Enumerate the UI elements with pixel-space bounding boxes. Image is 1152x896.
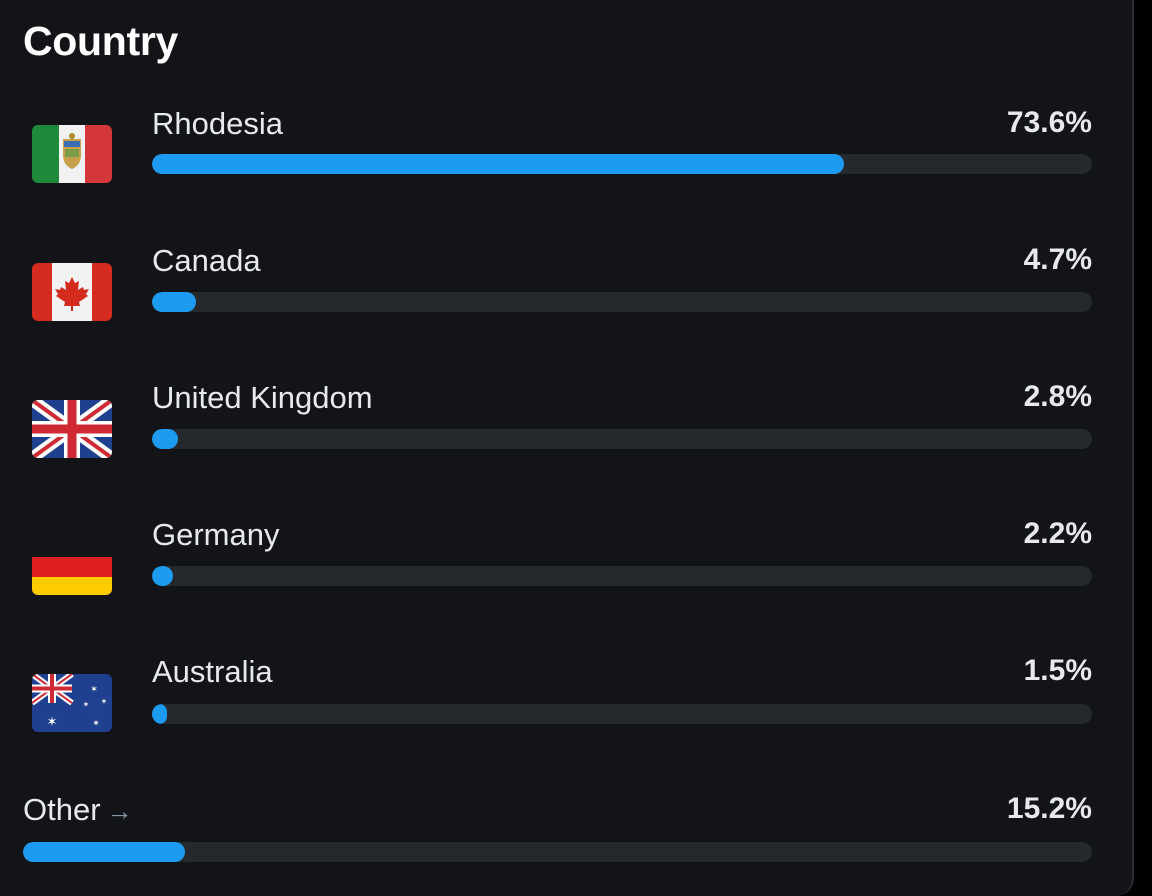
svg-text:✶: ✶ bbox=[90, 685, 98, 695]
country-percent: 2.8% bbox=[1023, 380, 1092, 413]
progress-track bbox=[152, 429, 1092, 449]
country-row-united-kingdom: United Kingdom 2.8% bbox=[0, 380, 1134, 480]
progress-track bbox=[152, 566, 1092, 586]
progress-track bbox=[152, 154, 1092, 174]
arrow-right-icon: → bbox=[106, 796, 133, 826]
country-name: Australia bbox=[152, 654, 273, 689]
progress-fill bbox=[152, 154, 844, 174]
svg-text:✶: ✶ bbox=[101, 697, 108, 706]
progress-track bbox=[152, 292, 1092, 312]
progress-fill bbox=[152, 292, 197, 312]
country-row-rhodesia: Rhodesia 73.6% bbox=[0, 106, 1134, 206]
progress-track bbox=[152, 704, 1092, 724]
country-name: Germany bbox=[152, 517, 280, 552]
svg-text:✶: ✶ bbox=[47, 715, 58, 730]
card-title: Country bbox=[23, 18, 179, 64]
country-percent: 4.7% bbox=[1023, 243, 1092, 276]
uk-flag-icon bbox=[32, 400, 112, 458]
other-percent: 15.2% bbox=[1006, 792, 1092, 825]
rhodesia-flag-icon bbox=[32, 125, 112, 183]
svg-text:✶: ✶ bbox=[92, 719, 100, 729]
progress-fill bbox=[23, 842, 186, 862]
progress-fill bbox=[152, 704, 168, 724]
progress-fill bbox=[152, 429, 179, 449]
progress-fill bbox=[152, 566, 173, 586]
germany-flag-icon bbox=[32, 537, 112, 595]
other-link[interactable]: Other → bbox=[23, 792, 133, 828]
country-row-germany: Germany 2.2% bbox=[0, 517, 1134, 617]
country-row-australia: ✶ ✶ ✶ ✶ ✶ Australia 1.5% bbox=[0, 654, 1134, 754]
country-row-other[interactable]: Other → 15.2% bbox=[0, 792, 1134, 892]
canada-flag-icon bbox=[32, 263, 112, 321]
country-name: United Kingdom bbox=[152, 380, 373, 415]
country-name: Rhodesia bbox=[152, 106, 283, 141]
other-label: Other bbox=[23, 792, 101, 827]
country-percent: 73.6% bbox=[1006, 106, 1092, 139]
country-percent: 1.5% bbox=[1023, 654, 1092, 687]
progress-track bbox=[23, 842, 1092, 862]
svg-text:✶: ✶ bbox=[83, 700, 90, 709]
country-name: Canada bbox=[152, 243, 261, 278]
australia-flag-icon: ✶ ✶ ✶ ✶ ✶ bbox=[32, 674, 112, 732]
country-percent: 2.2% bbox=[1023, 517, 1092, 550]
country-row-canada: Canada 4.7% bbox=[0, 243, 1134, 343]
